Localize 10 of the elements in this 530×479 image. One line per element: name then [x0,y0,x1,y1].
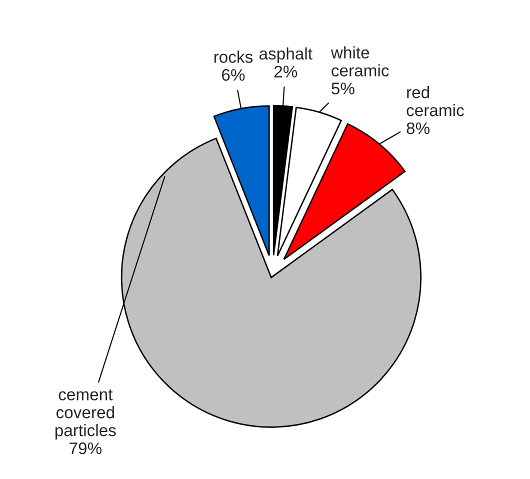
data-label: 5% [332,82,354,94]
data-label: 79% [70,442,102,454]
slice-label: white ceramic [330,46,389,76]
data-label: 2% [274,66,298,78]
slice-label: rocks [214,50,253,63]
slice-label: asphalt [259,47,312,63]
slice-label: cement covered particles [55,389,116,440]
data-label: 6% [222,69,245,81]
data-label: 8% [406,122,430,134]
slice-label: red ceramic [406,86,464,116]
